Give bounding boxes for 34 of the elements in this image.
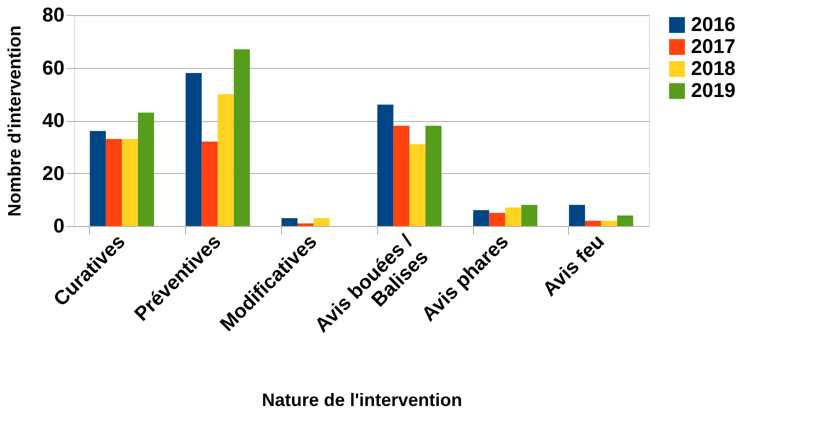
bar (489, 212, 506, 226)
bar (138, 112, 154, 226)
y-tick-label: 80 (42, 4, 64, 26)
bar (409, 144, 426, 226)
bar (186, 73, 202, 226)
bar (601, 220, 618, 226)
x-axis-title: Nature de l'intervention (262, 390, 462, 410)
bar (314, 218, 330, 226)
legend-label: 2016 (691, 14, 736, 36)
bar (218, 94, 234, 226)
bar (425, 126, 442, 226)
legend-label: 2019 (691, 80, 736, 102)
bar (585, 220, 602, 226)
bar (298, 223, 314, 226)
y-tick-label: 20 (42, 162, 64, 185)
y-tick-label: 0 (53, 216, 64, 238)
bar (202, 142, 218, 226)
bar (521, 204, 538, 226)
bar (122, 138, 138, 226)
bar (234, 49, 250, 226)
bar (505, 208, 522, 226)
y-tick-label: 40 (42, 110, 64, 132)
legend-label: 2018 (691, 58, 736, 80)
bar (473, 210, 490, 226)
y-axis-title: Nombre d'intervention (4, 25, 24, 217)
bar (377, 104, 394, 226)
bar (617, 215, 634, 226)
legend-label: 2017 (691, 36, 736, 58)
bar (90, 131, 106, 226)
bar (393, 126, 410, 226)
bar (568, 204, 586, 226)
y-tick-label: 60 (42, 57, 64, 80)
bar (281, 218, 298, 226)
bar (106, 138, 122, 226)
